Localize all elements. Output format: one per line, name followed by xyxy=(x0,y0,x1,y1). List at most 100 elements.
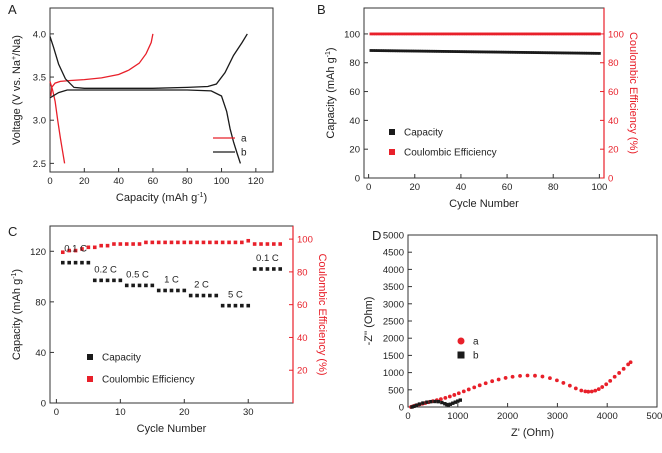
x-axis-label: Z' (Ohm) xyxy=(511,427,554,439)
series-point xyxy=(459,50,463,54)
series-point xyxy=(621,366,626,371)
series-point xyxy=(459,32,463,36)
series-point xyxy=(473,32,477,36)
series-point xyxy=(415,32,419,36)
legend-label: Coulombic Efficiency xyxy=(404,148,497,159)
series-point xyxy=(477,50,481,54)
y-tick-label: 80 xyxy=(349,58,360,69)
capacity-point xyxy=(208,293,212,298)
x-tick-label: 0 xyxy=(405,411,410,422)
series-point xyxy=(408,32,412,36)
series-point xyxy=(593,388,598,393)
series-point xyxy=(446,403,451,407)
series-point xyxy=(535,32,539,36)
capacity-point xyxy=(252,267,257,271)
y-tick-label: 0 xyxy=(355,174,360,185)
series-point xyxy=(434,32,437,36)
series-point xyxy=(376,32,380,36)
x-tick-label: 100 xyxy=(591,182,607,193)
series-point xyxy=(494,50,497,54)
series-point xyxy=(429,32,433,36)
series-point xyxy=(105,243,110,248)
series-point xyxy=(60,250,65,255)
series-point xyxy=(450,50,454,53)
series-point xyxy=(390,49,394,53)
series-point xyxy=(401,32,405,36)
series-point xyxy=(378,49,382,53)
rate-label: 0.1 C xyxy=(64,244,87,255)
capacity-point xyxy=(99,278,103,283)
series-point xyxy=(487,50,491,54)
series-point xyxy=(385,49,389,53)
series-point xyxy=(510,50,514,54)
x-tick-label: 80 xyxy=(548,182,559,193)
series-point xyxy=(131,242,135,246)
series-point xyxy=(468,50,472,54)
capacity-point xyxy=(118,278,123,283)
series-point xyxy=(579,388,584,393)
series-point xyxy=(484,50,488,54)
series-point xyxy=(169,240,174,245)
series-point xyxy=(567,51,571,55)
series-point xyxy=(484,32,488,36)
series-point xyxy=(378,32,382,36)
series-point xyxy=(561,32,564,36)
series-point xyxy=(401,49,405,53)
series-point xyxy=(443,32,447,36)
series-point xyxy=(394,49,398,53)
x-tick-label: 0 xyxy=(47,176,52,187)
series-point xyxy=(626,362,631,367)
series-point xyxy=(438,49,442,53)
series-point xyxy=(589,389,594,394)
legend-marker xyxy=(457,337,465,345)
y-tick-label: 100 xyxy=(344,29,360,40)
series-point xyxy=(612,374,617,379)
series-point xyxy=(443,50,447,53)
series-point xyxy=(498,50,502,54)
y-tick-label: 500 xyxy=(388,385,404,396)
series-point xyxy=(265,242,270,246)
series-point xyxy=(227,240,231,245)
series-point xyxy=(383,32,387,36)
series-point xyxy=(381,32,384,36)
y-tick-label: 4500 xyxy=(383,248,404,259)
series-point xyxy=(491,32,495,36)
series-point xyxy=(394,32,398,36)
series-point xyxy=(118,242,123,246)
x-tick-label: 2000 xyxy=(497,411,518,422)
series-point xyxy=(512,50,516,54)
series-point xyxy=(577,32,581,36)
series-point xyxy=(441,50,444,53)
series-point xyxy=(452,393,457,397)
series-point xyxy=(563,51,567,55)
series-point xyxy=(526,32,530,36)
series-point xyxy=(417,402,422,406)
y-tick-label: 2000 xyxy=(383,334,404,345)
series-point xyxy=(447,32,451,36)
capacity-point xyxy=(60,260,65,265)
series-point xyxy=(457,50,461,54)
series-point xyxy=(440,400,444,405)
series-point xyxy=(528,51,532,54)
x-tick-label: 0 xyxy=(54,407,59,418)
panel-label-b: B xyxy=(317,2,326,17)
series-point xyxy=(468,32,472,36)
series-point xyxy=(390,32,394,36)
series-point xyxy=(427,49,431,53)
series-point xyxy=(112,242,116,246)
series-point xyxy=(579,32,583,36)
panel-c: C 0 10 20 30 0 40 80 120 20 40 60 80 100 Cycle Number C… xyxy=(8,224,328,435)
series-point xyxy=(593,51,597,55)
capacity-point xyxy=(105,278,110,283)
series-point xyxy=(420,32,424,36)
series-point xyxy=(517,32,521,36)
series-point xyxy=(583,389,588,394)
capacity-point xyxy=(67,260,71,265)
series-point xyxy=(461,32,465,36)
y-tick-label: 2.5 xyxy=(33,159,46,170)
series-point xyxy=(475,50,479,54)
rate-label: 5 C xyxy=(228,290,243,301)
series-point xyxy=(517,50,521,54)
series-point xyxy=(595,51,599,55)
series-point xyxy=(201,240,206,245)
